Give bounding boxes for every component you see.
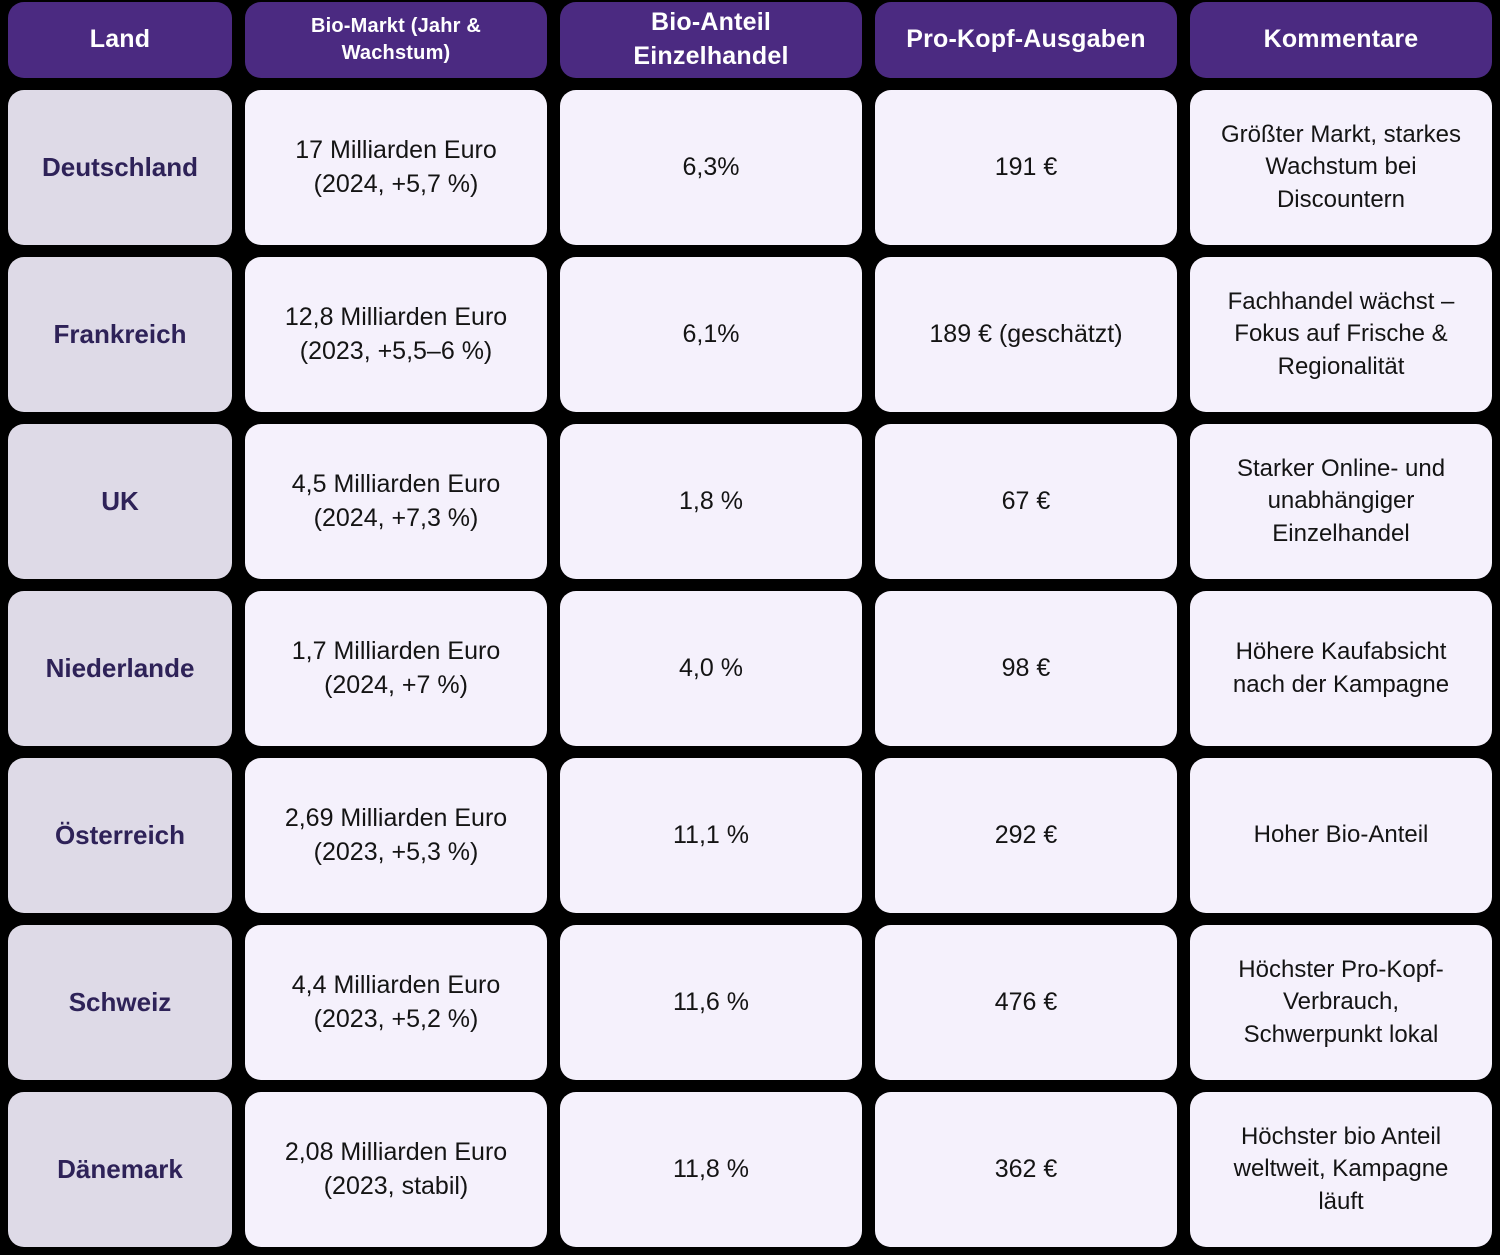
comment-cell: Starker Online- und unabhängiger Einzelh… (1190, 424, 1492, 579)
country-cell: Frankreich (8, 257, 232, 412)
share-cell: 11,8 % (560, 1092, 862, 1247)
market-cell: 17 Milliarden Euro (2024, +5,7 %) (245, 90, 547, 245)
market-cell: 12,8 Milliarden Euro (2023, +5,5–6 %) (245, 257, 547, 412)
header-kommentare: Kommentare (1190, 2, 1492, 78)
comment-cell: Hoher Bio-Anteil (1190, 758, 1492, 913)
header-bio-markt: Bio-Markt (Jahr & Wachstum) (245, 2, 547, 78)
share-cell: 1,8 % (560, 424, 862, 579)
spend-cell: 362 € (875, 1092, 1177, 1247)
country-cell: Niederlande (8, 591, 232, 746)
spend-cell: 476 € (875, 925, 1177, 1080)
share-cell: 6,1% (560, 257, 862, 412)
market-cell: 2,69 Milliarden Euro (2023, +5,3 %) (245, 758, 547, 913)
market-cell: 4,5 Milliarden Euro (2024, +7,3 %) (245, 424, 547, 579)
spend-cell: 189 € (geschätzt) (875, 257, 1177, 412)
comment-cell: Höhere Kaufabsicht nach der Kampagne (1190, 591, 1492, 746)
country-cell: Schweiz (8, 925, 232, 1080)
market-cell: 2,08 Milliarden Euro (2023, stabil) (245, 1092, 547, 1247)
share-cell: 11,6 % (560, 925, 862, 1080)
header-land: Land (8, 2, 232, 78)
country-cell: Österreich (8, 758, 232, 913)
comment-cell: Fachhandel wächst – Fokus auf Frische & … (1190, 257, 1492, 412)
spend-cell: 292 € (875, 758, 1177, 913)
header-bio-anteil: Bio-Anteil Einzelhandel (560, 2, 862, 78)
header-pro-kopf: Pro-Kopf-Ausgaben (875, 2, 1177, 78)
market-cell: 4,4 Milliarden Euro (2023, +5,2 %) (245, 925, 547, 1080)
country-cell: UK (8, 424, 232, 579)
spend-cell: 67 € (875, 424, 1177, 579)
market-cell: 1,7 Milliarden Euro (2024, +7 %) (245, 591, 547, 746)
share-cell: 11,1 % (560, 758, 862, 913)
share-cell: 4,0 % (560, 591, 862, 746)
share-cell: 6,3% (560, 90, 862, 245)
spend-cell: 98 € (875, 591, 1177, 746)
country-cell: Dänemark (8, 1092, 232, 1247)
comment-cell: Höchster Pro-Kopf- Verbrauch, Schwerpunk… (1190, 925, 1492, 1080)
country-cell: Deutschland (8, 90, 232, 245)
spend-cell: 191 € (875, 90, 1177, 245)
comment-cell: Größter Markt, starkes Wachstum bei Disc… (1190, 90, 1492, 245)
comment-cell: Höchster bio Anteil weltweit, Kampagne l… (1190, 1092, 1492, 1247)
